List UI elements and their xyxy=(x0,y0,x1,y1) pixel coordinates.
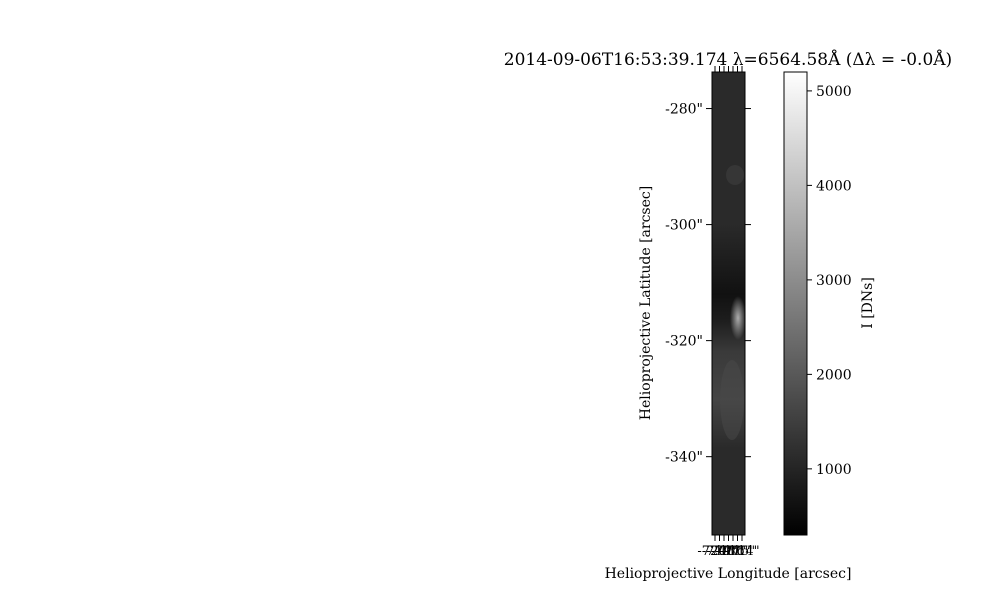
y-axis: -280" -300" -320" -340" xyxy=(665,102,751,466)
x-tick-label: -718" xyxy=(706,544,741,559)
colorbar-gradient xyxy=(783,71,808,536)
intensity-image xyxy=(711,71,746,536)
y-tick-label: -280" xyxy=(665,102,703,118)
y-tick-label: -320" xyxy=(665,334,703,350)
x-axis: -720"-719"-718"-717"-716"-715"-714" xyxy=(697,66,760,559)
x-tick-label: -720" xyxy=(697,544,732,559)
colorbar-label: I [DNs] xyxy=(860,277,876,329)
chart-title: 2014-09-06T16:53:39.174 λ=6564.58Å (Δλ =… xyxy=(504,49,952,70)
colorbar-tick-label: 5000 xyxy=(816,84,852,100)
x-tick-label: -716" xyxy=(715,544,750,559)
x-tick-label: -714" xyxy=(724,544,759,559)
bright-feature xyxy=(720,360,744,440)
x-tick-label: -717" xyxy=(711,544,746,559)
y-tick-label: -340" xyxy=(665,450,703,466)
colorbar-tick-label: 1000 xyxy=(816,462,852,478)
x-tick-label: -715" xyxy=(720,544,755,559)
y-axis-label: Helioprojective Latitude [arcsec] xyxy=(638,186,654,420)
bright-feature xyxy=(730,296,746,340)
colorbar-tick-label: 4000 xyxy=(816,178,852,194)
x-tick-label: -719" xyxy=(702,544,737,559)
colorbar-tick-label: 2000 xyxy=(816,367,852,383)
y-tick-label: -300" xyxy=(665,218,703,234)
colorbar-tick-label: 3000 xyxy=(816,273,852,289)
bright-feature xyxy=(726,165,744,185)
colorbar-ticks: 1000 2000 3000 4000 5000 xyxy=(807,84,852,478)
x-axis-label: Helioprojective Longitude [arcsec] xyxy=(605,566,852,582)
colorbar: 1000 2000 3000 4000 5000 xyxy=(783,71,852,536)
